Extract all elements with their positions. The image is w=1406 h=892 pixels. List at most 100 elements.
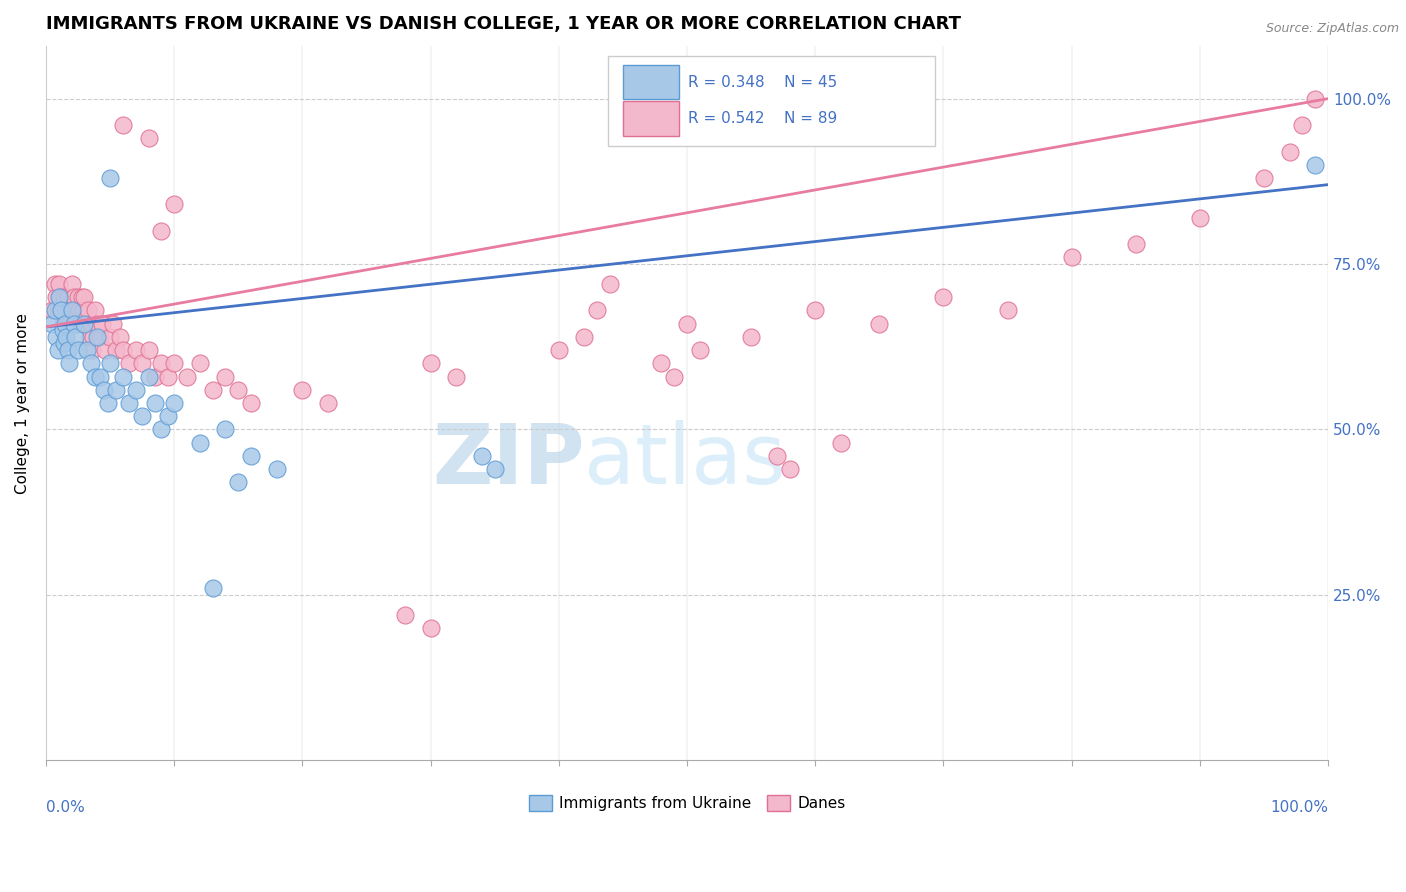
Point xyxy=(83,303,105,318)
Point xyxy=(574,330,596,344)
Point xyxy=(163,396,186,410)
Point xyxy=(48,277,70,291)
Point xyxy=(96,396,118,410)
Point xyxy=(201,582,224,596)
Point xyxy=(143,369,166,384)
Point xyxy=(56,343,79,357)
Point xyxy=(52,336,75,351)
Point xyxy=(1305,158,1327,172)
Point xyxy=(66,290,89,304)
Point xyxy=(82,330,104,344)
Point xyxy=(125,343,148,357)
Point xyxy=(55,330,77,344)
Point xyxy=(131,356,153,370)
Point xyxy=(60,277,83,291)
Point xyxy=(138,369,160,384)
Legend: Immigrants from Ukraine, Danes: Immigrants from Ukraine, Danes xyxy=(523,789,852,817)
Point xyxy=(46,343,69,357)
Point xyxy=(70,290,93,304)
Point xyxy=(49,290,72,304)
Point xyxy=(45,330,67,344)
Point xyxy=(1125,237,1147,252)
Point xyxy=(58,356,80,370)
Point xyxy=(52,290,75,304)
Point xyxy=(69,317,91,331)
Point xyxy=(779,462,801,476)
Point xyxy=(176,369,198,384)
Point xyxy=(76,317,98,331)
Point xyxy=(44,303,66,318)
Point xyxy=(125,383,148,397)
Point xyxy=(79,330,101,344)
Point xyxy=(226,383,249,397)
Point xyxy=(98,171,121,186)
Point xyxy=(45,290,67,304)
Point xyxy=(419,621,441,635)
Point xyxy=(105,343,128,357)
Point xyxy=(188,435,211,450)
Point xyxy=(868,317,890,331)
Point xyxy=(932,290,955,304)
Point xyxy=(86,317,108,331)
Point xyxy=(266,462,288,476)
Point xyxy=(586,303,609,318)
Point xyxy=(156,409,179,424)
Point xyxy=(1278,145,1301,159)
Point xyxy=(471,449,494,463)
Point xyxy=(156,369,179,384)
Point xyxy=(89,330,111,344)
Point xyxy=(63,290,86,304)
Point xyxy=(201,383,224,397)
Point xyxy=(664,369,686,384)
Point xyxy=(830,435,852,450)
Point xyxy=(188,356,211,370)
Point xyxy=(547,343,569,357)
Point xyxy=(98,330,121,344)
Point xyxy=(110,330,132,344)
Point xyxy=(163,197,186,211)
Point xyxy=(46,303,69,318)
Point xyxy=(138,343,160,357)
Point xyxy=(93,383,115,397)
Point xyxy=(55,317,77,331)
Point xyxy=(163,356,186,370)
Point xyxy=(62,303,84,318)
Text: 100.0%: 100.0% xyxy=(1270,800,1329,814)
Point xyxy=(94,343,117,357)
Point xyxy=(48,290,70,304)
Point xyxy=(419,356,441,370)
Point xyxy=(73,317,96,331)
Point xyxy=(91,317,114,331)
Point xyxy=(67,303,90,318)
Point xyxy=(150,224,173,238)
Point xyxy=(740,330,762,344)
Point xyxy=(1188,211,1211,225)
Point xyxy=(80,317,103,331)
Point xyxy=(1253,171,1275,186)
Point xyxy=(484,462,506,476)
FancyBboxPatch shape xyxy=(623,102,679,136)
Point xyxy=(1305,92,1327,106)
Point xyxy=(58,303,80,318)
Point xyxy=(65,330,87,344)
Point xyxy=(60,303,83,318)
Point xyxy=(111,369,134,384)
Point xyxy=(214,422,236,436)
Point xyxy=(53,303,76,318)
Point xyxy=(98,356,121,370)
Point xyxy=(72,303,94,318)
Point xyxy=(51,303,73,318)
Point xyxy=(89,369,111,384)
Point xyxy=(804,303,827,318)
Point xyxy=(82,343,104,357)
Point xyxy=(41,317,63,331)
Point xyxy=(56,290,79,304)
Text: R = 0.348    N = 45: R = 0.348 N = 45 xyxy=(689,75,838,89)
Point xyxy=(394,607,416,622)
Point xyxy=(599,277,621,291)
FancyBboxPatch shape xyxy=(607,56,935,145)
Point xyxy=(41,303,63,318)
Point xyxy=(52,323,75,337)
Point xyxy=(214,369,236,384)
Text: R = 0.542    N = 89: R = 0.542 N = 89 xyxy=(689,112,838,126)
